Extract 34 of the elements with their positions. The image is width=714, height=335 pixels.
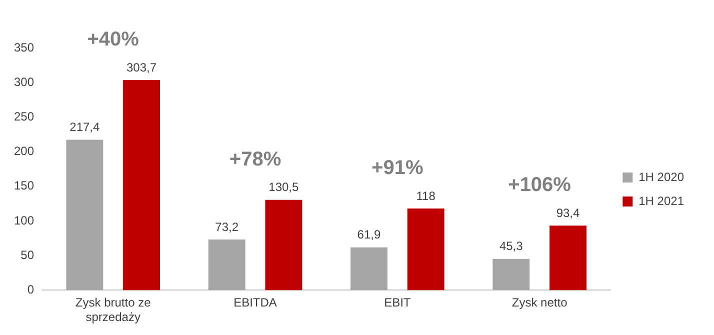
y-tick-label: 300 <box>14 74 34 89</box>
annotation: +106% <box>508 174 572 196</box>
y-tick-label: 100 <box>14 213 34 228</box>
x-tick-label: EBITDA <box>234 296 277 310</box>
bar <box>265 200 302 290</box>
data-label: 45,3 <box>499 239 524 254</box>
legend-label: 1H 2020 <box>638 170 684 184</box>
legend-label: 1H 2021 <box>638 194 684 208</box>
bar <box>350 247 388 290</box>
data-label: 303,7 <box>126 60 157 74</box>
y-tick-label: 250 <box>14 110 34 124</box>
data-label: 130,5 <box>268 180 300 194</box>
bar <box>492 258 530 290</box>
y-tick-label: 50 <box>20 248 34 262</box>
annotation: +40% <box>87 28 140 51</box>
bar <box>66 140 104 290</box>
y-tick-label: 0 <box>27 282 34 297</box>
x-tick-label: Zysk brutto ze sprzedaży <box>75 296 152 324</box>
y-tick-label: 200 <box>14 144 34 158</box>
y-tick-label: 150 <box>14 178 34 193</box>
x-tick-label: EBIT <box>384 296 412 310</box>
annotation: +78% <box>229 148 282 170</box>
data-label: 217,4 <box>70 120 100 134</box>
data-label: 73,2 <box>215 220 239 234</box>
data-label: 93,4 <box>556 206 580 220</box>
data-label: 61,9 <box>357 228 381 242</box>
x-tick-label: Zysk netto <box>512 296 568 310</box>
annotation: +91% <box>372 157 424 180</box>
data-label: 118 <box>416 188 436 203</box>
bar <box>407 208 444 290</box>
bar <box>208 240 246 290</box>
y-tick-label: 350 <box>14 40 34 54</box>
bar <box>123 80 160 290</box>
bar <box>550 226 586 290</box>
